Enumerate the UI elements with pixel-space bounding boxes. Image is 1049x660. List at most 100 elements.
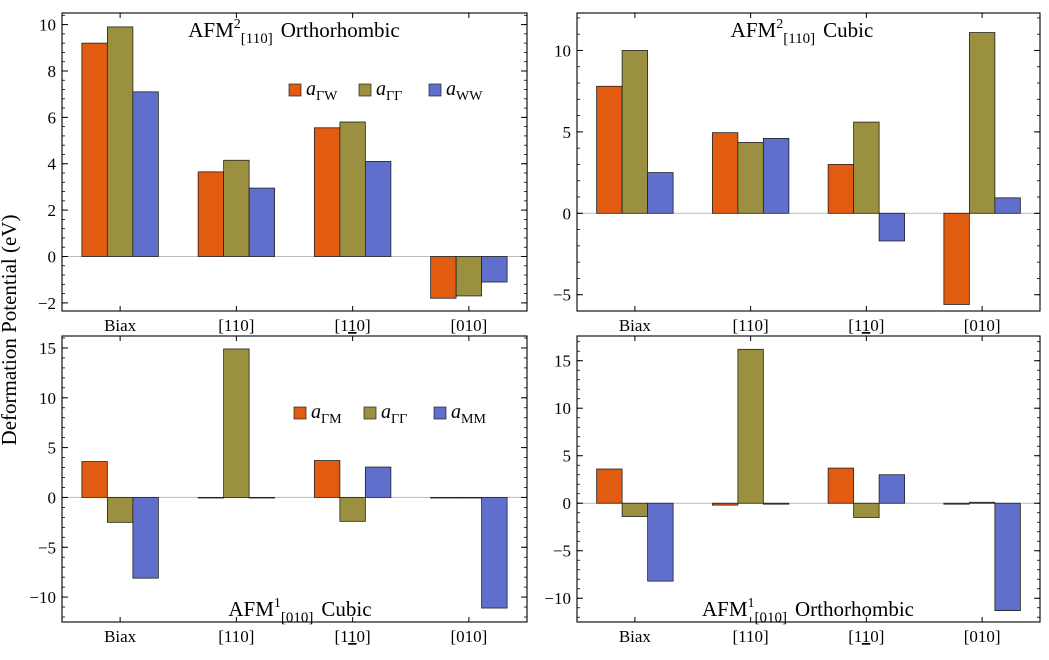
bar-1-s1-c1 [81, 42, 108, 257]
y-tick-label: 10 [554, 41, 571, 60]
panel-title: AFM2[110] Cubic [731, 17, 874, 47]
bar-1-s2-c4 [455, 256, 483, 297]
bar-4-s3-c1 [647, 502, 674, 582]
y-axis-label: Deformation Potential (eV) [0, 215, 21, 446]
bar-2-s2-c4 [968, 32, 996, 214]
x-category-label: [110] [733, 627, 769, 646]
bar-3-s2-c4 [455, 497, 483, 499]
bar-4-s1-c2 [711, 502, 739, 506]
bar-1-s1-c2 [197, 171, 225, 257]
legend: aΓM aΓΓ aMM [293, 401, 486, 427]
y-tick-label: 5 [48, 439, 57, 458]
y-tick-label: −10 [29, 588, 56, 607]
bar-3-s3-c4 [481, 497, 508, 609]
bar-1-s3-c1 [132, 91, 159, 257]
bar-3-s1-c4 [430, 497, 457, 499]
bar-3-s1-c2 [197, 497, 225, 499]
x-category-label: [110] [733, 316, 769, 335]
bar-3-s1-c1 [81, 461, 108, 498]
bar-3-s2-c1 [106, 497, 134, 523]
chart-panel-1: −2 0 2 4 6 8 10 Biax [110] [110] [010] AFM2[110] Ort… [38, 12, 528, 335]
legend-entry-3: aMM [451, 401, 486, 427]
legend-swatch-2 [358, 83, 372, 97]
y-tick-label: 0 [48, 248, 57, 267]
bar-1-s3-c4 [481, 256, 508, 283]
legend-entry-3: aWW [446, 78, 483, 104]
plot-frame [576, 12, 1041, 312]
bar-4-s3-c2 [762, 502, 790, 505]
bar-3-s3-c2 [248, 497, 276, 499]
x-category-label: Biax [104, 627, 137, 646]
bar-2-s2-c2 [737, 142, 764, 214]
legend-swatch-3 [428, 83, 442, 97]
bar-4-s3-c3 [878, 474, 906, 504]
bar-4-s2-c1 [621, 502, 649, 517]
plot-frame [576, 335, 1041, 623]
x-category-label: Biax [619, 627, 652, 646]
y-tick-label: −2 [38, 294, 56, 313]
bar-1-s2-c3 [339, 121, 366, 257]
bar-2-s2-c1 [621, 50, 649, 214]
bar-2-s3-c1 [647, 172, 674, 214]
panel-title: AFM1[010] Orthorhombic [702, 596, 914, 626]
x-category-label: [110] [848, 627, 884, 646]
chart-panel-2: −5 0 5 10 Biax [110] [110] [010] AFM2[110] Cubic [553, 12, 1041, 335]
bar-2-s3-c4 [994, 197, 1021, 214]
bar-1-s1-c3 [313, 127, 341, 257]
legend-entry-2: aΓΓ [381, 401, 407, 427]
bar-1-s3-c3 [364, 161, 392, 257]
legend-swatch-3 [433, 406, 447, 420]
x-category-label: [110] [848, 316, 884, 335]
bar-4-s2-c2 [737, 348, 764, 504]
bar-1-s2-c2 [223, 159, 250, 257]
y-tick-label: 0 [563, 494, 572, 513]
x-category-label: [110] [218, 316, 254, 335]
y-tick-label: 0 [563, 204, 572, 223]
legend-swatch-1 [288, 83, 302, 97]
plot-frame [61, 12, 528, 312]
y-tick-label: 5 [563, 447, 572, 466]
bar-1-s2-c1 [106, 26, 134, 257]
x-category-label: [110] [218, 627, 254, 646]
x-category-label: [010] [450, 627, 487, 646]
bar-2-s3-c2 [762, 137, 790, 214]
bar-1-s3-c2 [248, 187, 276, 257]
x-category-label: [110] [335, 627, 371, 646]
panel-title: AFM2[110] Orthorhombic [188, 17, 399, 47]
x-category-label: [010] [964, 627, 1001, 646]
chart-panel-3: −10 −5 0 5 10 15 Biax [110] [110] [010] AFM1[010] C… [29, 335, 528, 646]
bar-2-s1-c2 [711, 132, 739, 214]
y-tick-label: −5 [38, 538, 56, 557]
bar-4-s1-c3 [827, 467, 855, 504]
bar-2-s1-c3 [827, 164, 855, 214]
legend-entry-1: aΓW [306, 78, 338, 104]
bar-3-s1-c3 [313, 460, 341, 498]
legend: aΓW aΓΓ aWW [288, 78, 483, 104]
bar-2-s1-c1 [596, 85, 623, 214]
legend-swatch-1 [293, 406, 307, 420]
x-category-label: [110] [335, 316, 371, 335]
bar-2-s2-c3 [853, 121, 880, 214]
bar-4-s1-c1 [596, 468, 623, 504]
bar-1-s1-c4 [430, 256, 457, 299]
y-tick-label: 5 [563, 123, 572, 142]
panel-title: AFM1[010] Cubic [228, 596, 371, 626]
legend-swatch-2 [363, 406, 377, 420]
bar-2-s1-c4 [943, 212, 970, 305]
bar-4-s2-c4 [968, 501, 996, 504]
x-category-label: [010] [450, 316, 487, 335]
legend-entry-2: aΓΓ [376, 78, 402, 104]
y-tick-label: 0 [48, 488, 57, 507]
chart-panel-4: −10 −5 0 5 10 15 Biax [110] [110] [010] AFM1[010] O… [544, 335, 1041, 646]
bar-3-s2-c2 [223, 348, 250, 498]
x-category-label: Biax [104, 316, 137, 335]
y-tick-label: −5 [553, 542, 571, 561]
panels: −2 0 2 4 6 8 10 Biax [110] [110] [010] AFM2[110] Ort… [29, 12, 1041, 646]
y-tick-label: 10 [39, 16, 56, 35]
bar-3-s2-c3 [339, 497, 366, 522]
y-tick-label: −10 [544, 589, 571, 608]
y-tick-label: 6 [48, 108, 57, 127]
plot-frame [61, 335, 528, 623]
y-tick-label: 8 [48, 62, 57, 81]
